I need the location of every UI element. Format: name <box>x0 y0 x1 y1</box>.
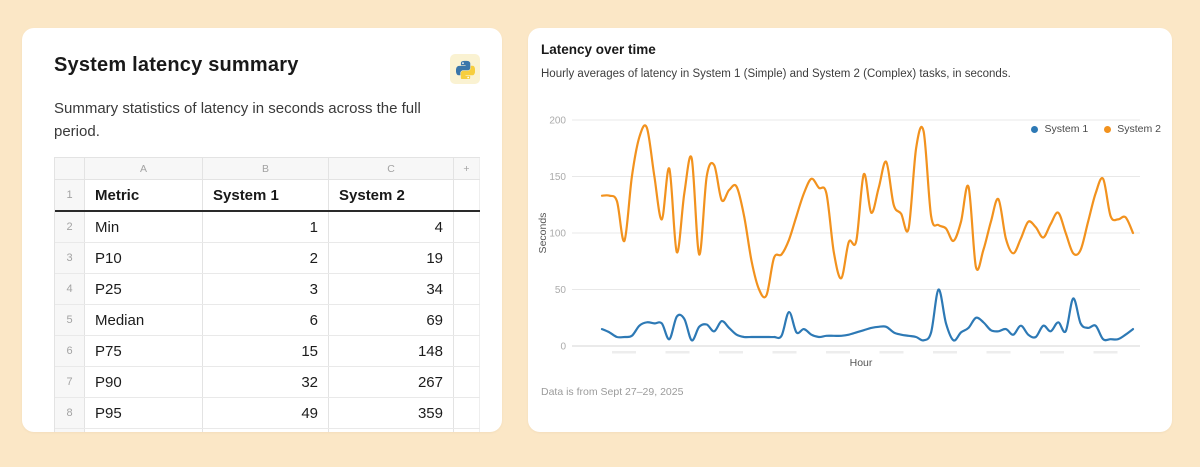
value-cell[interactable]: 32 <box>203 367 329 397</box>
svg-text:50: 50 <box>555 285 567 296</box>
svg-text:200: 200 <box>549 116 566 127</box>
svg-text:100: 100 <box>549 229 566 240</box>
metric-cell[interactable]: P10 <box>85 243 203 273</box>
value-cell[interactable]: 125 <box>203 429 329 432</box>
chart-title: Latency over time <box>541 42 656 57</box>
empty-cell[interactable] <box>454 367 480 397</box>
header-cell[interactable]: System 1 <box>203 180 329 210</box>
empty-cell[interactable] <box>454 180 480 210</box>
empty-cell[interactable] <box>454 212 480 242</box>
table-row: 8 P95 49 359 <box>55 398 480 429</box>
header-cell[interactable]: Metric <box>85 180 203 210</box>
chart-footnote: Data is from Sept 27–29, 2025 <box>541 386 684 398</box>
x-axis-label: Hour <box>849 357 873 369</box>
python-icon <box>455 60 475 79</box>
svg-text:0: 0 <box>560 342 566 353</box>
column-header-row: A B C + <box>55 158 480 180</box>
legend-item-system1[interactable]: System 1 <box>1031 123 1088 135</box>
value-cell[interactable]: 267 <box>329 367 454 397</box>
column-header-a[interactable]: A <box>85 158 203 179</box>
table-row: 4 P25 3 34 <box>55 274 480 305</box>
value-cell[interactable]: 49 <box>203 398 329 428</box>
empty-cell[interactable] <box>454 305 480 335</box>
empty-cell[interactable] <box>454 243 480 273</box>
python-badge[interactable] <box>450 54 480 84</box>
metric-cell[interactable]: Median <box>85 305 203 335</box>
row-number[interactable]: 5 <box>55 305 85 335</box>
select-all-corner[interactable] <box>55 158 85 179</box>
table-header-row: 1 Metric System 1 System 2 <box>55 180 480 212</box>
table-row: 9P99125595 <box>55 429 480 432</box>
metric-cell[interactable]: P95 <box>85 398 203 428</box>
value-cell[interactable]: 595 <box>329 429 454 432</box>
value-cell[interactable]: 4 <box>329 212 454 242</box>
system2-dot-icon <box>1104 125 1112 133</box>
metric-cell[interactable]: P90 <box>85 367 203 397</box>
chart-legend: System 1 System 2 <box>1031 123 1161 135</box>
value-cell[interactable]: 3 <box>203 274 329 304</box>
column-header-c[interactable]: C <box>329 158 454 179</box>
value-cell[interactable]: 1 <box>203 212 329 242</box>
summary-subtitle: Summary statistics of latency in seconds… <box>54 100 421 140</box>
column-header-b[interactable]: B <box>203 158 329 179</box>
row-number[interactable]: 9 <box>55 429 85 432</box>
value-cell[interactable]: 34 <box>329 274 454 304</box>
metric-cell[interactable]: P75 <box>85 336 203 366</box>
empty-cell[interactable] <box>454 398 480 428</box>
empty-cell[interactable] <box>454 274 480 304</box>
legend-item-system2[interactable]: System 2 <box>1104 123 1161 135</box>
row-number[interactable]: 6 <box>55 336 85 366</box>
metric-cell[interactable]: P25 <box>85 274 203 304</box>
chart-card: Latency over time Hourly averages of lat… <box>528 28 1172 432</box>
table-row: 2 Min 1 4 <box>55 212 480 243</box>
row-number[interactable]: 8 <box>55 398 85 428</box>
svg-text:Seconds: Seconds <box>537 213 549 254</box>
value-cell[interactable]: 148 <box>329 336 454 366</box>
latency-line-chart: 0 50 100 150 200 Seconds <box>537 116 1140 354</box>
add-column-button[interactable]: + <box>454 158 480 179</box>
empty-cell[interactable] <box>454 336 480 366</box>
summary-title: System latency summary <box>54 54 299 76</box>
table-row: 6 P75 15 148 <box>55 336 480 367</box>
row-number[interactable]: 7 <box>55 367 85 397</box>
summary-card-header: System latency summary <box>22 28 502 86</box>
header-cell[interactable]: System 2 <box>329 180 454 210</box>
value-cell[interactable]: 2 <box>203 243 329 273</box>
metric-cell[interactable]: P99 <box>85 429 203 432</box>
row-number[interactable]: 3 <box>55 243 85 273</box>
svg-text:150: 150 <box>549 172 566 183</box>
row-number[interactable]: 1 <box>55 180 85 210</box>
value-cell[interactable]: 15 <box>203 336 329 366</box>
legend-label: System 2 <box>1117 123 1161 135</box>
system1-dot-icon <box>1031 125 1039 133</box>
table-row: 7 P90 32 267 <box>55 367 480 398</box>
legend-label: System 1 <box>1044 123 1089 135</box>
chart-subtitle: Hourly averages of latency in System 1 (… <box>541 68 1011 80</box>
value-cell[interactable]: 69 <box>329 305 454 335</box>
row-number[interactable]: 2 <box>55 212 85 242</box>
metric-cell[interactable]: Min <box>85 212 203 242</box>
value-cell[interactable]: 6 <box>203 305 329 335</box>
spreadsheet: A B C +1 Metric System 1 System 2 2 Min 1 4 3 P10 2 19… <box>54 157 480 432</box>
dashboard: System latency summary Summary statistic… <box>22 28 1172 432</box>
value-cell[interactable]: 19 <box>329 243 454 273</box>
row-number[interactable]: 4 <box>55 274 85 304</box>
table-row: 5 Median 6 69 <box>55 305 480 336</box>
value-cell[interactable]: 359 <box>329 398 454 428</box>
summary-card: System latency summary Summary statistic… <box>22 28 502 432</box>
empty-cell[interactable] <box>454 429 480 432</box>
table-row: 3 P10 2 19 <box>55 243 480 274</box>
